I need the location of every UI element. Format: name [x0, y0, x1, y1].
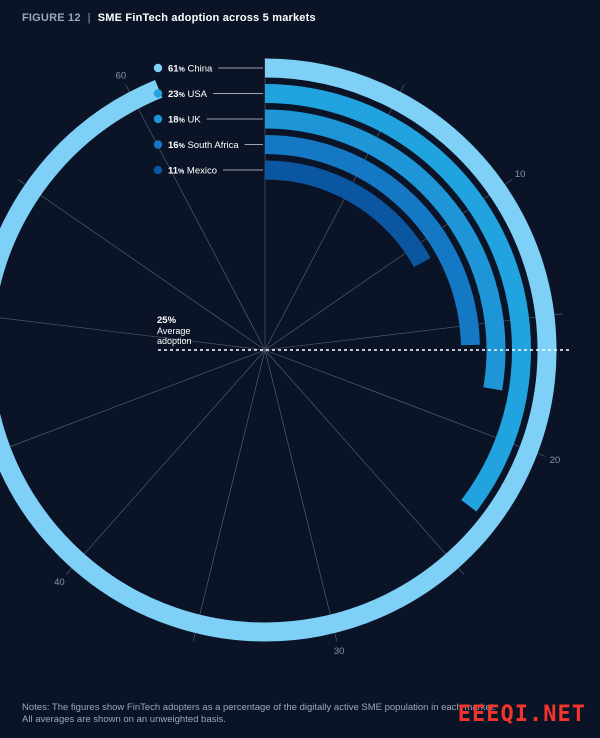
grid-line-55 — [17, 179, 266, 351]
legend-label-usa: 23% USA — [168, 89, 208, 100]
grid-line-60 — [125, 84, 266, 351]
grid-line-40 — [65, 349, 266, 575]
arc-uk — [264, 109, 506, 391]
figure-label: FIGURE 12 — [22, 12, 81, 24]
grid-line-45 — [0, 349, 266, 451]
tick-label-30: 30 — [334, 646, 345, 657]
legend-label-china: 61% China — [168, 64, 213, 75]
legend-dot-usa — [153, 89, 163, 98]
arc-usa — [264, 84, 531, 512]
notes-line-1: Notes: The figures show FinTech adopters… — [22, 702, 497, 713]
notes-line-2: All averages are shown on an unweighted … — [22, 714, 226, 725]
arc-south-africa — [264, 135, 480, 346]
legend-label-uk: 18% UK — [168, 115, 201, 126]
legend-label-south-africa: 16% South Africa — [168, 140, 239, 151]
tick-label-60: 60 — [116, 71, 127, 82]
grid-line-50 — [0, 317, 266, 351]
legend-dot-uk — [153, 114, 163, 124]
tick-label-20: 20 — [550, 455, 561, 466]
arc-china — [0, 58, 557, 642]
arc-mexico — [264, 160, 431, 268]
grid-line-25 — [264, 349, 465, 575]
grid-line-35 — [192, 349, 266, 642]
legend-label-mexico: 11% Mexico — [168, 166, 217, 177]
tick-label-40: 40 — [54, 577, 65, 588]
watermark-text: EEEQI.NET — [457, 702, 586, 727]
figure-separator: | — [87, 12, 91, 24]
legend-dot-china — [153, 63, 163, 73]
legend-dot-south-africa — [153, 140, 163, 149]
grid-line-30 — [264, 349, 338, 642]
chart-notes: Notes: The figures show FinTech adopters… — [22, 702, 582, 726]
figure-header: FIGURE 12 | SME FinTech adoption across … — [22, 12, 316, 24]
legend-dot-mexico — [153, 165, 163, 175]
average-label-line1: Average — [157, 326, 190, 336]
tick-label-10: 10 — [515, 169, 526, 180]
average-label-line2: adoption — [157, 336, 192, 346]
average-value-label: 25% — [157, 315, 177, 326]
figure-title: SME FinTech adoption across 5 markets — [97, 12, 316, 24]
